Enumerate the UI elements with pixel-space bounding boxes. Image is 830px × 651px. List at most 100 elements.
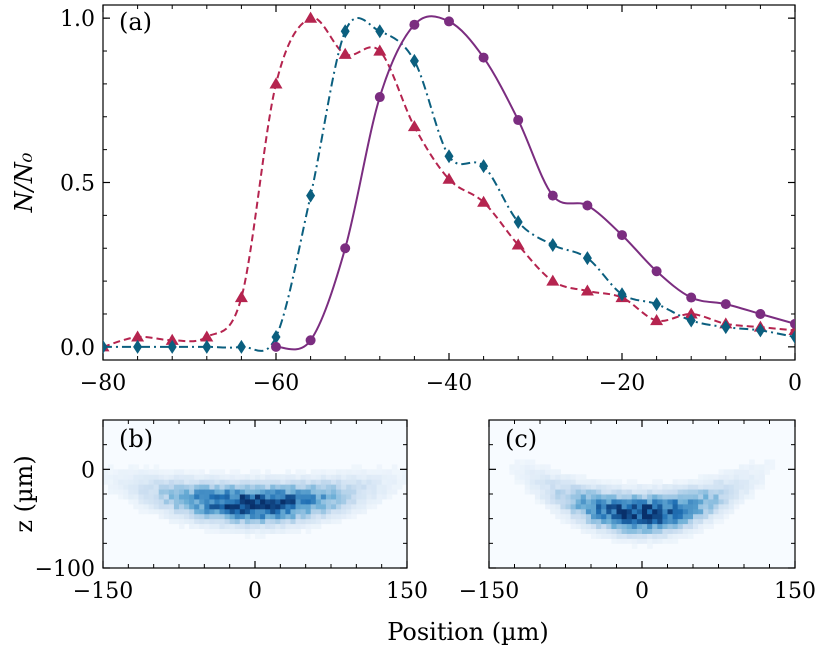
heatmap-cell <box>173 474 180 480</box>
heatmap-cell <box>341 498 347 505</box>
heatmap-cell <box>626 538 633 544</box>
heatmap-cell <box>199 523 205 530</box>
heatmap-cell <box>606 518 612 525</box>
heatmap-cell <box>351 464 357 470</box>
heatmap-cell <box>570 474 577 480</box>
heatmap-cell <box>194 513 200 520</box>
heatmap-cell <box>351 479 357 485</box>
heatmap-cell <box>519 459 526 465</box>
heatmap-cell <box>545 498 551 505</box>
heatmap-cell <box>229 469 236 475</box>
panel-label-a: (a) <box>119 8 152 36</box>
series-1 <box>103 17 795 354</box>
heatmap-cell <box>529 479 536 485</box>
heatmap-cell <box>667 513 674 520</box>
heatmap-cell <box>723 508 730 515</box>
heatmap-cell <box>346 469 352 475</box>
heatmap-cell <box>575 508 582 515</box>
x-tick-label: 0 <box>635 579 649 604</box>
heatmap-cell <box>631 479 638 485</box>
x-tick-label: −40 <box>426 371 472 396</box>
heatmap-cell <box>179 489 185 495</box>
heatmap-cell <box>194 479 200 485</box>
heatmap-cell <box>128 479 134 485</box>
heatmap-cell <box>189 469 195 475</box>
heatmap-cell <box>585 479 592 485</box>
heatmap-cell <box>754 479 760 485</box>
heatmap-cell <box>698 484 704 490</box>
heatmap-cell <box>209 474 215 480</box>
heatmap-cell <box>657 498 663 505</box>
heatmap-cell <box>529 464 536 470</box>
data-point <box>479 159 489 174</box>
heatmap-cell <box>550 494 556 500</box>
heatmap-cell <box>401 469 408 475</box>
panel-label: (c) <box>505 425 537 453</box>
heatmap-cell <box>224 479 231 485</box>
heatmap-cell <box>585 503 592 510</box>
heatmap-cell <box>280 528 286 534</box>
heatmap-cell <box>677 489 684 495</box>
y-axis-label: z (µm) <box>10 455 38 532</box>
heatmap-cell <box>113 479 119 485</box>
heatmap-cell <box>184 489 190 495</box>
heatmap-cell <box>540 498 546 505</box>
heatmap-cell <box>555 498 561 505</box>
heatmap-cell <box>621 518 628 525</box>
heatmap-cell <box>687 498 694 505</box>
heatmap-cell <box>265 479 271 485</box>
heatmap-cell <box>320 484 327 490</box>
heatmap-cell <box>728 469 735 475</box>
heatmap-cell <box>723 494 730 500</box>
heatmap-cell <box>723 513 730 520</box>
heatmap-cell <box>118 489 124 495</box>
heatmap-cell <box>708 484 714 490</box>
heatmap-cell <box>108 474 114 480</box>
heatmap-cell <box>738 464 745 470</box>
heatmap-cell <box>209 498 215 505</box>
heatmap-cell <box>331 489 337 495</box>
heatmap-cell <box>550 498 556 505</box>
heatmap-cell <box>647 494 653 500</box>
series-line <box>103 17 795 348</box>
heatmap-cell <box>570 518 577 525</box>
heatmap-cell <box>519 479 526 485</box>
heatmap-cell <box>693 484 699 490</box>
heatmap-cell <box>143 508 150 515</box>
heatmap-cell <box>744 469 750 475</box>
heatmap-cell <box>199 518 205 525</box>
heatmap-cell <box>173 469 180 475</box>
heatmap-cell <box>693 513 699 520</box>
heatmap-cell <box>580 503 587 510</box>
heatmap-cell <box>376 464 383 470</box>
heatmap-cell <box>371 498 378 505</box>
heatmap-cell <box>346 474 352 480</box>
heatmap-cell <box>249 498 256 505</box>
heatmap-cell <box>626 528 633 534</box>
heatmap-cell <box>754 484 760 490</box>
heatmap-cell <box>310 508 317 515</box>
heatmap-cell <box>249 513 256 520</box>
heatmap-cell <box>401 479 408 485</box>
heatmap-cell <box>128 474 134 480</box>
heatmap-cell <box>320 498 327 505</box>
data-point <box>582 200 593 211</box>
heatmap-cell <box>300 523 307 530</box>
heatmap-cell <box>163 498 170 505</box>
heatmap-cell <box>728 489 735 495</box>
heatmap-cell <box>234 469 241 475</box>
heatmap-cell <box>219 498 226 505</box>
heatmap-cell <box>570 484 577 490</box>
heatmap-cell <box>657 508 663 515</box>
heatmap-cell <box>336 513 342 520</box>
heatmap-cell <box>631 489 638 495</box>
heatmap-cell <box>677 513 684 520</box>
heatmap-cell <box>677 494 684 500</box>
heatmap-cell <box>667 489 674 495</box>
heatmap-cell <box>529 469 536 475</box>
heatmap-cell <box>744 479 750 485</box>
heatmap-cell <box>209 508 215 515</box>
heatmap-cell <box>764 464 770 470</box>
heatmap-cell <box>667 503 674 510</box>
heatmap-cell <box>642 528 648 534</box>
